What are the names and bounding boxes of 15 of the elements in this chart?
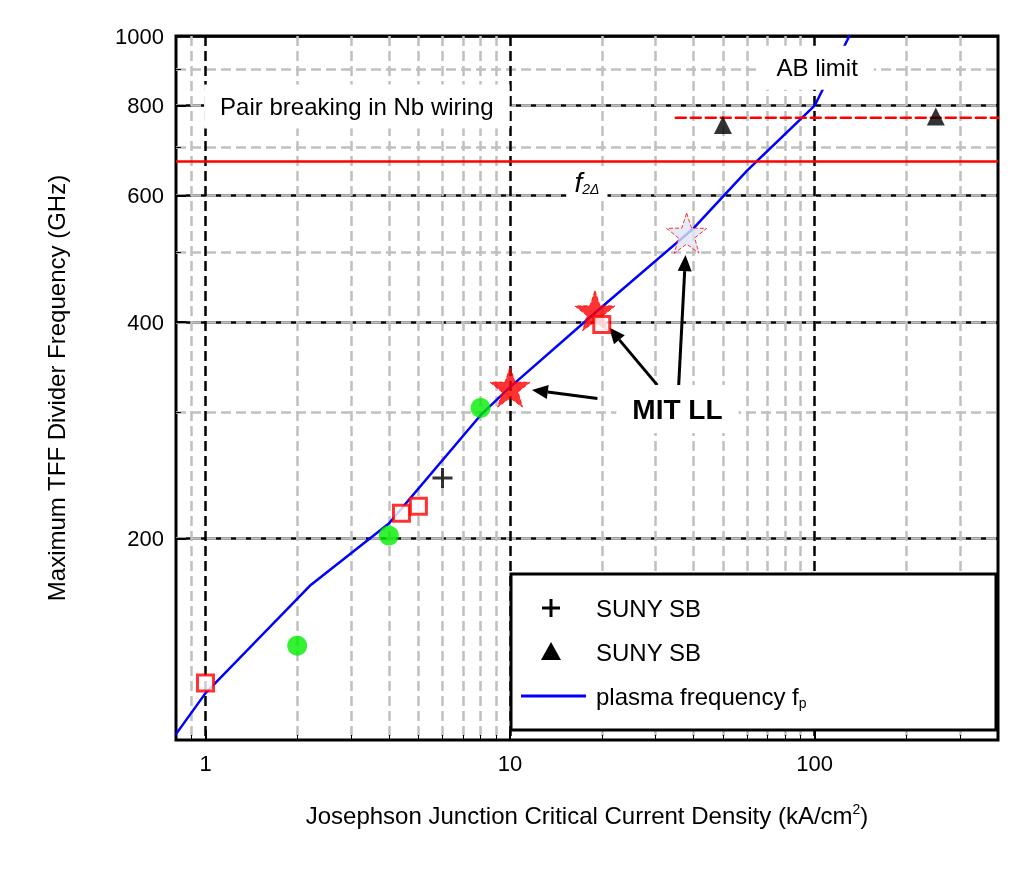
annotation: Pair breaking in Nb wiring xyxy=(220,92,494,120)
x-tick-label: 1 xyxy=(199,750,212,776)
annotation: AB limit xyxy=(776,54,859,82)
ref-line-label: f2Δ xyxy=(574,166,600,198)
y-tick-label: 400 xyxy=(127,309,164,335)
legend-label: SUNY SB xyxy=(596,594,701,622)
y-tick-label: 200 xyxy=(127,526,164,552)
x-tick-label: 10 xyxy=(497,750,523,776)
x-tick-label: 100 xyxy=(796,750,833,776)
annotation: MIT LL xyxy=(632,393,723,425)
y-tick-label: 1000 xyxy=(115,23,164,49)
y-tick-label: 800 xyxy=(127,93,164,119)
legend-label: SUNY SB xyxy=(596,638,701,666)
y-axis-title: Maximum TFF Divider Frequency (GHz) xyxy=(42,174,70,602)
y-tick-label: 600 xyxy=(127,183,164,209)
